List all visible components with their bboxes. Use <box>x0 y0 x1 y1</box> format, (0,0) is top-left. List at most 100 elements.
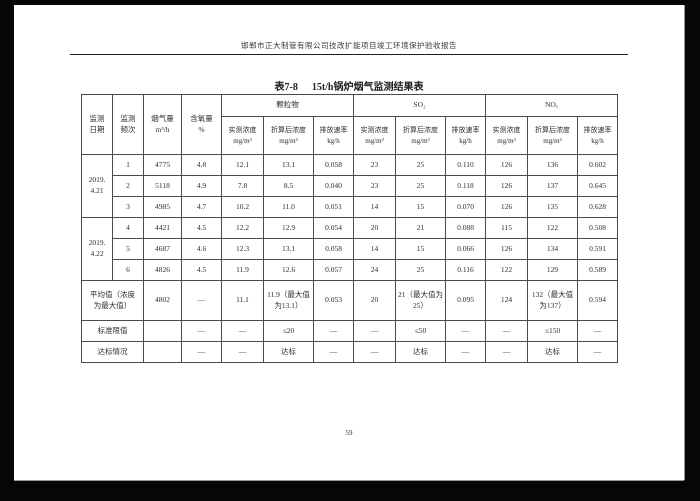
table-cell: 25 <box>395 154 446 176</box>
table-cell: — <box>221 320 264 342</box>
table-cell: 21 <box>395 217 446 239</box>
table-cell: 12.1 <box>221 154 264 176</box>
table-cell <box>143 320 182 342</box>
table-caption: 表7-8 15t/h锅炉烟气监测结果表 <box>14 78 684 93</box>
table-cell: — <box>577 341 619 363</box>
table-cell: 达标 <box>527 341 579 363</box>
table-cell <box>143 341 182 363</box>
table-cell: 0.054 <box>313 217 354 239</box>
table-cell: ≤20 <box>263 320 314 342</box>
table-cell: 122 <box>527 217 579 239</box>
cell-date: 2019. 4.21 <box>81 154 113 218</box>
table-caption-text: 15t/h锅炉烟气监测结果表 <box>311 82 424 93</box>
group-header-nox: NOₓ <box>485 94 619 117</box>
table-cell: 0.589 <box>577 259 619 281</box>
monitoring-results-table: 监测 日期 监测 频次 烟气量 m³/h 含氧量 % 颗粒物 SO₂ NOₓ 实… <box>81 94 619 363</box>
report-header-title: 邯郸市正大制管有限公司技改扩能项目竣工环境保护验收报告 <box>241 41 457 50</box>
table-cell: 126 <box>485 154 529 176</box>
table-cell: 126 <box>485 175 529 197</box>
table-cell: 12.3 <box>221 238 264 260</box>
table-cell: 136 <box>527 154 579 176</box>
table-row-limit: 标准限值 — — ≤20 — — ≤50 — — ≤150 — <box>81 320 619 342</box>
table-cell: 11.0 <box>263 196 314 218</box>
table-cell: — <box>353 341 396 363</box>
sub-header-converted: 折算后浓度 mg/m³ <box>263 116 314 155</box>
sub-header-measured: 实测浓度 mg/m³ <box>221 116 264 155</box>
sub-header-rate: 排放速率 kg/h <box>444 116 487 155</box>
table-cell: 21（最大值为 25） <box>395 280 446 321</box>
table-cell: 4.5 <box>181 217 222 239</box>
table-row: 3 4985 4.7 10.2 11.0 0.051 14 15 0.070 1… <box>82 196 619 218</box>
table-cell: 0.058 <box>313 154 354 176</box>
cell-frequency: 4 <box>112 217 144 239</box>
page-number: 59 <box>345 429 353 437</box>
table-cell: 4421 <box>143 217 182 239</box>
table-cell: 0.118 <box>444 175 487 197</box>
table-cell: 11.9 <box>221 259 264 281</box>
table-cell: — <box>444 320 487 342</box>
col-header-date: 监测 日期 <box>81 94 113 155</box>
table-row-compliance: 达标情况 — — 达标 — — 达标 — — 达标 — <box>81 341 619 363</box>
table-row-average: 平均值（浓度 为最大值） 4802 — 11.1 11.9（最大值 为13.1）… <box>81 280 619 321</box>
table-cell: ≤50 <box>395 320 446 342</box>
table-cell: 0.594 <box>577 280 619 321</box>
table-cell: — <box>313 320 354 342</box>
table-cell: — <box>181 341 222 363</box>
table-cell: 4775 <box>143 154 182 176</box>
col-header-frequency: 监测 频次 <box>112 94 144 155</box>
row-label: 达标情况 <box>81 341 144 363</box>
table-cell: 4985 <box>143 196 182 218</box>
table-cell: 4.9 <box>181 175 222 197</box>
sub-header-rate: 排放速率 kg/h <box>313 116 354 155</box>
table-cell: — <box>353 320 396 342</box>
table-cell: 4.7 <box>181 196 222 218</box>
table-cell: 20 <box>353 217 396 239</box>
table-cell: 0.053 <box>313 280 354 321</box>
sub-header-measured: 实测浓度 mg/m³ <box>353 116 396 155</box>
header-divider <box>70 54 628 55</box>
monitoring-table-container: 监测 日期 监测 频次 烟气量 m³/h 含氧量 % 颗粒物 SO₂ NOₓ 实… <box>81 94 619 363</box>
table-cell: 12.2 <box>221 217 264 239</box>
table-cell: 0.051 <box>313 196 354 218</box>
table-cell: 135 <box>527 196 579 218</box>
table-cell: — <box>221 341 264 363</box>
table-cell: 12.9 <box>263 217 314 239</box>
table-cell: 0.066 <box>444 238 487 260</box>
table-cell: 132（最大值 为137） <box>527 280 579 321</box>
table-cell: 23 <box>353 175 396 197</box>
table-cell: 0.095 <box>444 280 487 321</box>
table-cell: 达标 <box>395 341 446 363</box>
table-cell: 4687 <box>143 238 182 260</box>
table-cell: 4.5 <box>181 259 222 281</box>
table-cell: 0.591 <box>577 238 619 260</box>
table-cell: 23 <box>353 154 396 176</box>
table-cell: 0.057 <box>313 259 354 281</box>
cell-date: 2019. 4.22 <box>81 217 113 281</box>
table-cell: 12.6 <box>263 259 314 281</box>
cell-frequency: 3 <box>112 196 144 218</box>
table-cell: 115 <box>485 217 529 239</box>
table-cell: 达标 <box>263 341 314 363</box>
table-cell: ≤150 <box>527 320 579 342</box>
table-cell: 14 <box>353 238 396 260</box>
table-cell: 0.602 <box>577 154 619 176</box>
table-cell: 129 <box>527 259 579 281</box>
table-cell: 0.628 <box>577 196 619 218</box>
table-cell: 0.058 <box>313 238 354 260</box>
sub-header-converted: 折算后浓度 mg/m³ <box>527 116 579 155</box>
table-cell: 25 <box>395 175 446 197</box>
table-cell: 0.116 <box>444 259 487 281</box>
table-cell: 137 <box>527 175 579 197</box>
table-row: 2 5118 4.9 7.8 8.5 0.040 23 25 0.118 126… <box>82 175 619 197</box>
table-cell: 13.1 <box>263 238 314 260</box>
col-header-flue-gas: 烟气量 m³/h <box>143 94 182 155</box>
sub-header-converted: 折算后浓度 mg/m³ <box>395 116 446 155</box>
group-header-pm: 颗粒物 <box>221 94 354 117</box>
group-header-so2: SO₂ <box>352 94 487 117</box>
table-cell: 126 <box>485 238 529 260</box>
cell-frequency: 5 <box>112 238 144 260</box>
row-label: 平均值（浓度 为最大值） <box>81 280 144 321</box>
table-cell: 24 <box>353 259 396 281</box>
sub-header-measured: 实测浓度 mg/m³ <box>485 116 529 155</box>
table-cell: — <box>577 320 619 342</box>
